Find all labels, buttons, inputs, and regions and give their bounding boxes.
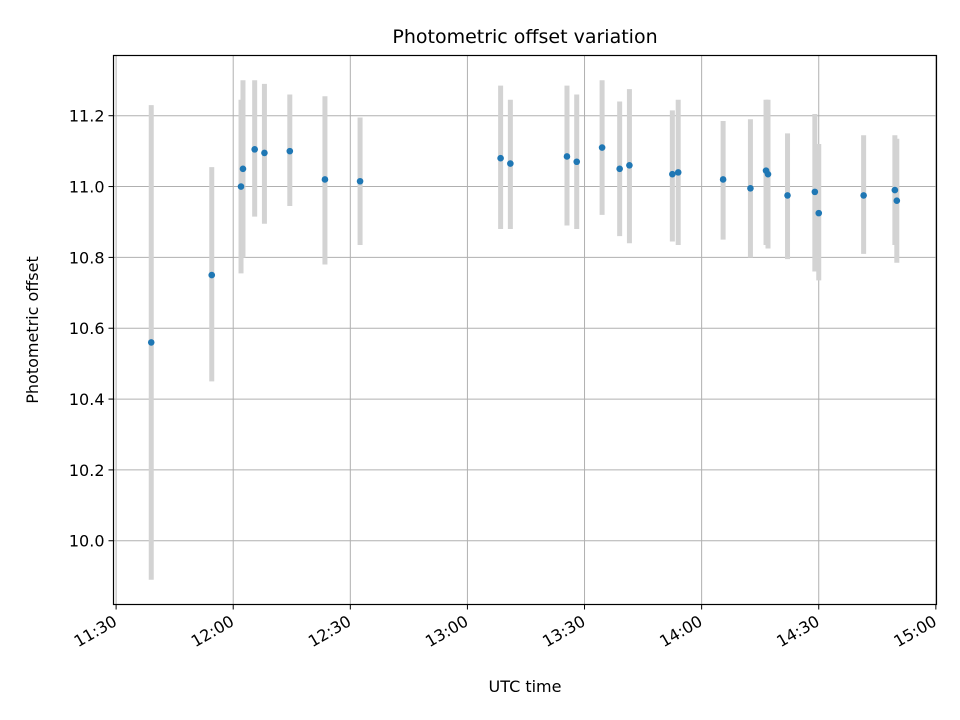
data-point (321, 176, 329, 183)
data-point (811, 188, 819, 196)
y-tick-label: 10.2 (69, 461, 105, 480)
markers (147, 144, 901, 346)
data-point (598, 144, 606, 151)
data-point (891, 186, 899, 194)
data-point (893, 197, 901, 205)
data-point (860, 192, 867, 199)
data-point (208, 271, 216, 279)
data-point (563, 153, 571, 160)
x-axis-label: UTC time (489, 677, 562, 696)
data-point (815, 209, 823, 217)
y-tick-label: 11.2 (69, 107, 105, 126)
data-point (147, 339, 155, 346)
data-point (616, 165, 623, 173)
data-point (497, 154, 504, 162)
data-point (573, 158, 581, 166)
y-tick-label: 10.8 (69, 248, 105, 267)
data-point (719, 176, 727, 183)
grid (113, 55, 937, 605)
data-point (239, 165, 247, 173)
chart-title: Photometric offset variation (392, 26, 657, 48)
plot-frame (112, 54, 938, 606)
y-tick-label: 10.0 (69, 532, 105, 551)
data-point (356, 177, 364, 185)
y-tick-label: 11.0 (69, 178, 105, 197)
y-tick-label: 10.4 (69, 390, 105, 409)
y-axis-ticks: 10.0 10.2 10.4 10.6 10.8 11.0 11.2 (69, 107, 114, 551)
data-point (784, 192, 791, 199)
data-point (626, 162, 633, 169)
data-point (261, 149, 268, 157)
data-point (747, 185, 754, 192)
y-tick-label: 10.6 (69, 319, 105, 338)
data-point (251, 146, 258, 153)
data-point (674, 169, 682, 176)
data-point (669, 170, 676, 178)
data-point (764, 170, 772, 178)
data-point (237, 183, 245, 190)
y-axis-label: Photometric offset (23, 256, 42, 404)
data-point (286, 147, 294, 155)
data-point (507, 160, 514, 167)
